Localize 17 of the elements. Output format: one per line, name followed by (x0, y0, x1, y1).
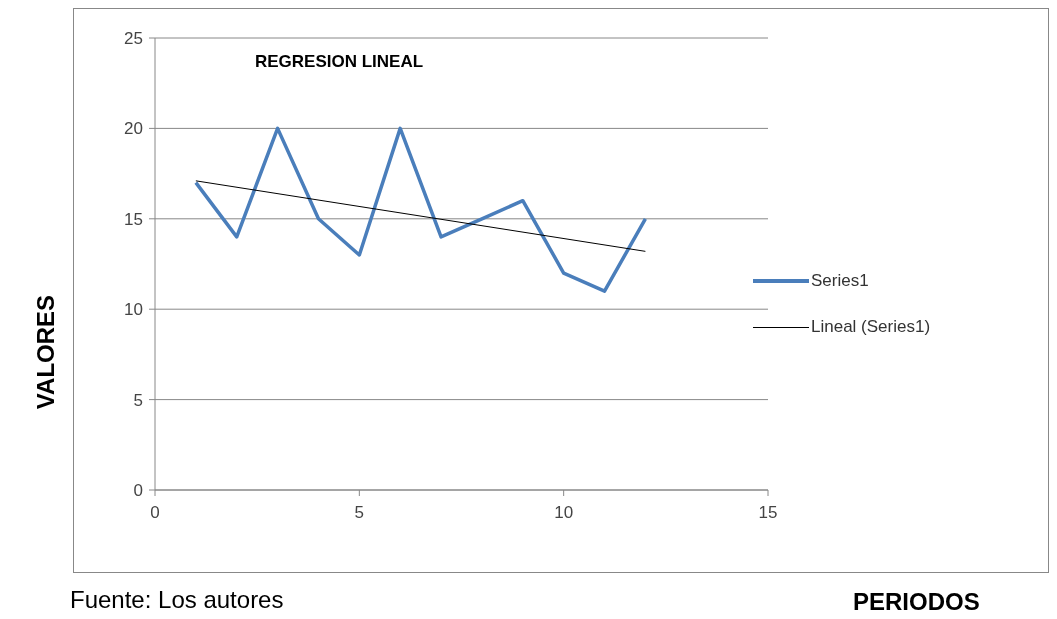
y-axis-title: VALORES (32, 293, 60, 412)
y-tick-label: 0 (133, 481, 143, 501)
y-tick-label: 25 (124, 29, 143, 49)
x-tick-label: 10 (554, 503, 574, 523)
text: REGRESION LINEAL (255, 52, 424, 72)
x-axis-title: PERIODOS (853, 588, 980, 616)
y-tick-label: 15 (124, 209, 143, 229)
y-tick-label: 20 (124, 119, 143, 139)
y-tick-label: 5 (133, 390, 143, 410)
legend-label: Series1 (811, 271, 869, 291)
x-tick-label: 15 (758, 503, 778, 523)
source-note: Fuente: Los autores (70, 586, 284, 614)
legend-label: Lineal (Series1) (811, 317, 931, 337)
line-series (194, 126, 648, 293)
y-tick-label: 10 (124, 300, 143, 320)
x-tick-label: 5 (354, 503, 365, 523)
x-tick-label: 0 (150, 503, 160, 523)
